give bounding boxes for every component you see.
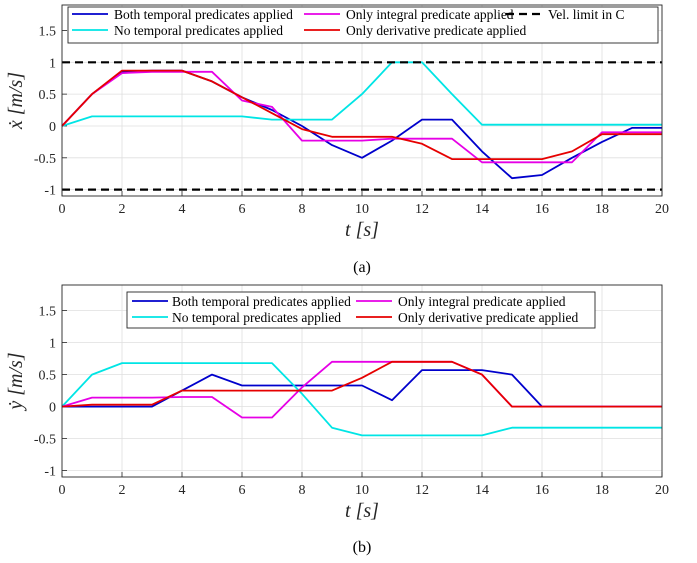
- x-tick-label: 2: [119, 202, 126, 217]
- y-tick-label: 1.5: [39, 305, 57, 320]
- y-tick-label: -0.5: [34, 152, 56, 167]
- chart-panel-1: 0 2 4 6 8 10 12 14 16 18 20 -1 -0.5 0 0.5 1 1.5 t [s] ẋ [m…: [5, 4, 669, 276]
- x-tick-label: 12: [415, 202, 429, 217]
- y-tick-label: -1: [44, 184, 56, 199]
- x-tick-label: 2: [119, 483, 126, 498]
- legend-entry: Only derivative predicate applied: [346, 23, 527, 38]
- x-tick-label: 10: [355, 483, 369, 498]
- chart-panel-2: 0 2 4 6 8 10 12 14 16 18 20 -1 -0.5 0 0.5 1 1.5 t [s] ẏ [m…: [5, 284, 669, 556]
- y-tick-label: 1: [49, 337, 56, 352]
- x-tick-label: 20: [655, 202, 669, 217]
- x-tick-label: 0: [59, 483, 66, 498]
- x-tick-label: 16: [535, 202, 549, 217]
- y-axis-label: ẏ [m/s]: [5, 352, 27, 411]
- panel-caption: (b): [353, 539, 372, 556]
- legend: Both temporal predicates applied Only int…: [126, 291, 596, 329]
- legend-entry: No temporal predicates applied: [114, 23, 283, 38]
- y-tick-label: 0: [49, 120, 56, 135]
- y-axis-label: ẋ [m/s]: [5, 72, 27, 130]
- x-tick-label: 4: [179, 202, 186, 217]
- x-tick-label: 20: [655, 483, 669, 498]
- x-axis-label: t [s]: [345, 500, 379, 522]
- x-tick-label: 0: [59, 202, 66, 217]
- axes-frame: [61, 284, 663, 478]
- legend-entry: Only integral predicate applied: [398, 294, 566, 309]
- y-tick-label: -0.5: [34, 433, 56, 448]
- x-tick-label: 10: [355, 202, 369, 217]
- x-tick-label: 18: [595, 483, 609, 498]
- panel-caption: (a): [353, 259, 371, 276]
- legend-entry: Vel. limit in C: [548, 7, 625, 22]
- axes-frame: [61, 4, 663, 197]
- series-line-no-temporal-predicates-applied: [61, 61, 662, 127]
- legend-entry: Both temporal predicates applied: [114, 7, 293, 22]
- x-tick-label: 8: [299, 202, 306, 217]
- x-tick-label: 12: [415, 483, 429, 498]
- y-tick-label: 0.5: [39, 88, 57, 103]
- series-line-only-derivative-predicate-applied: [61, 360, 662, 408]
- x-tick-label: 8: [299, 483, 306, 498]
- y-tick-label: -1: [44, 465, 56, 480]
- legend-entry: Only derivative predicate applied: [398, 310, 579, 325]
- y-tick-label: 0.5: [39, 369, 57, 384]
- x-tick-label: 4: [179, 483, 186, 498]
- legend-entry: Both temporal predicates applied: [172, 294, 351, 309]
- series-line-only-integral-predicate-applied: [61, 70, 662, 164]
- legend-box: [126, 291, 596, 329]
- x-tick-label: 14: [475, 483, 489, 498]
- series-line-no-temporal-predicates-applied: [61, 362, 662, 437]
- legend: Both temporal predicates applied Only int…: [67, 6, 659, 44]
- legend-entry: No temporal predicates applied: [172, 310, 341, 325]
- x-tick-label: 18: [595, 202, 609, 217]
- legend-box: [67, 6, 659, 44]
- series-line-only-derivative-predicate-applied: [61, 69, 662, 161]
- y-tick-label: 0: [49, 401, 56, 416]
- x-tick-label: 6: [239, 202, 246, 217]
- x-axis-label: t [s]: [345, 219, 379, 241]
- legend-entry: Only integral predicate applied: [346, 7, 514, 22]
- x-tick-label: 6: [239, 483, 246, 498]
- x-tick-label: 16: [535, 483, 549, 498]
- x-tick-label: 14: [475, 202, 489, 217]
- y-tick-label: 1: [49, 56, 56, 71]
- y-tick-label: 1.5: [39, 24, 57, 39]
